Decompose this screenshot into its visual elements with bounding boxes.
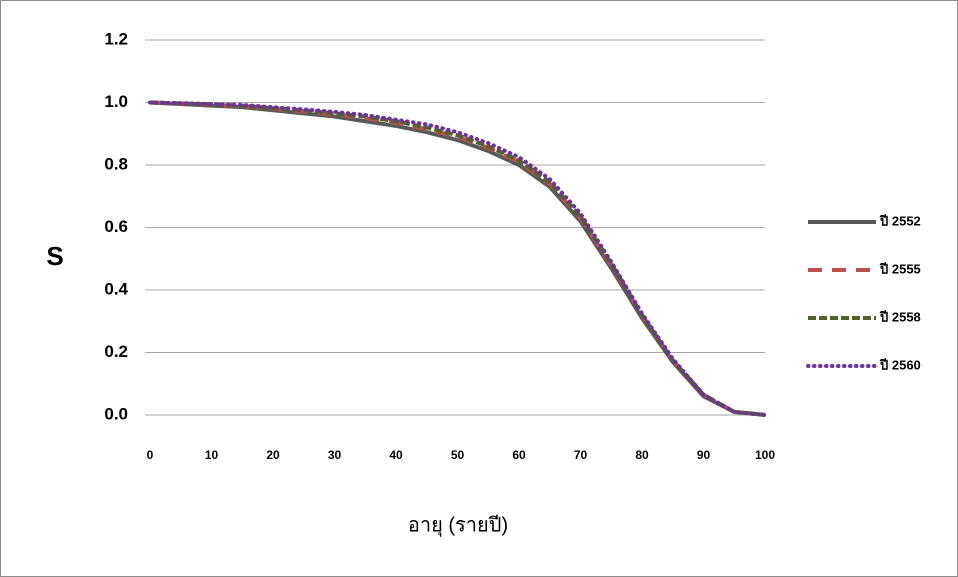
legend-label: ปี 2560 bbox=[879, 357, 921, 372]
x-tick-label: 60 bbox=[512, 448, 526, 462]
x-tick-label: 0 bbox=[147, 448, 154, 462]
x-tick-label: 20 bbox=[266, 448, 280, 462]
x-tick-label: 30 bbox=[328, 448, 342, 462]
legend-label: ปี 2558 bbox=[879, 309, 921, 324]
y-tick-label: 0.4 bbox=[104, 279, 128, 298]
y-tick-label: 1.0 bbox=[104, 92, 128, 111]
legend-label: ปี 2552 bbox=[879, 213, 921, 228]
y-tick-label: 0.6 bbox=[104, 217, 128, 236]
x-tick-label: 100 bbox=[755, 448, 775, 462]
x-tick-label: 80 bbox=[635, 448, 649, 462]
x-axis-label: อายุ (รายปี) bbox=[408, 514, 508, 537]
y-tick-label: 0.2 bbox=[104, 342, 128, 361]
series-line bbox=[148, 100, 767, 417]
x-tick-label: 40 bbox=[389, 448, 403, 462]
y-axis-label: S bbox=[46, 241, 63, 271]
y-tick-label: 1.2 bbox=[104, 29, 128, 48]
x-tick-label: 10 bbox=[205, 448, 219, 462]
x-tick-label: 90 bbox=[697, 448, 711, 462]
legend-label: ปี 2555 bbox=[879, 261, 921, 276]
y-tick-label: 0.8 bbox=[104, 154, 128, 173]
x-tick-label: 50 bbox=[451, 448, 465, 462]
x-tick-label: 70 bbox=[574, 448, 588, 462]
y-tick-label: 0.0 bbox=[104, 404, 128, 423]
